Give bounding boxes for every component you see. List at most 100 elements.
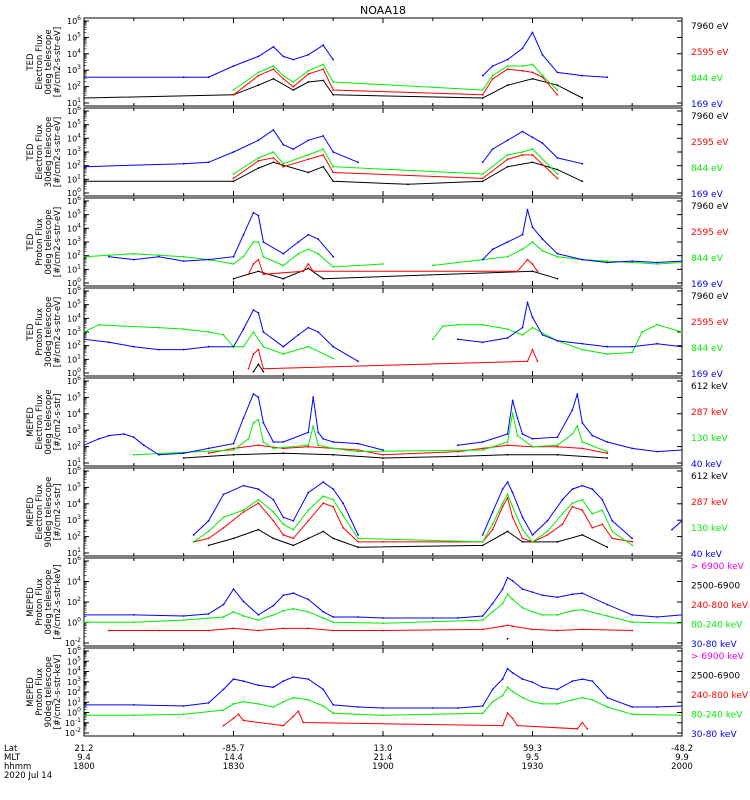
data-point xyxy=(332,171,335,174)
data-point xyxy=(382,622,384,625)
data-point xyxy=(207,544,210,547)
data-point xyxy=(232,627,235,630)
data-point xyxy=(322,610,325,613)
y-tick-label: 106 xyxy=(67,375,81,386)
data-point xyxy=(207,530,210,533)
data-point xyxy=(491,688,494,691)
data-point xyxy=(531,445,534,448)
data-point xyxy=(357,450,359,453)
data-point xyxy=(556,445,559,448)
data-point xyxy=(611,537,614,540)
data-point xyxy=(506,65,509,67)
data-point xyxy=(591,680,594,682)
data-point xyxy=(312,396,315,399)
x-tick-label-lat: 59.3 xyxy=(523,744,542,754)
data-point xyxy=(307,698,310,701)
data-point xyxy=(656,261,658,264)
data-point xyxy=(292,85,295,88)
data-point xyxy=(307,154,310,156)
data-point xyxy=(606,345,609,348)
x-row-label: MLT xyxy=(4,753,21,763)
data-point xyxy=(132,258,135,261)
data-point xyxy=(526,258,529,261)
data-point xyxy=(262,367,265,370)
data-point xyxy=(681,331,682,333)
data-point xyxy=(232,703,235,705)
data-point xyxy=(132,345,135,348)
data-point xyxy=(292,58,295,61)
data-point xyxy=(222,724,225,727)
data-point xyxy=(262,331,265,333)
data-point xyxy=(257,703,260,705)
data-point xyxy=(581,447,584,450)
data-point xyxy=(232,442,235,445)
data-point xyxy=(556,444,559,447)
data-point xyxy=(257,312,260,314)
y-tick-label: 102 xyxy=(67,531,81,542)
data-point xyxy=(222,516,225,519)
data-point xyxy=(207,76,210,79)
data-point xyxy=(561,498,564,501)
data-point xyxy=(491,523,494,526)
data-point xyxy=(272,151,275,153)
data-point xyxy=(481,541,484,543)
data-point xyxy=(521,151,524,153)
legend-entry: 2595 eV xyxy=(691,318,729,328)
data-point xyxy=(506,686,509,689)
data-point xyxy=(606,615,609,617)
data-point xyxy=(232,277,235,280)
y-tick-label: 100 xyxy=(67,367,81,378)
data-point xyxy=(232,447,235,450)
data-point xyxy=(536,360,539,363)
y-tick-label: 105 xyxy=(67,655,81,666)
data-point xyxy=(531,348,534,351)
data-point xyxy=(556,339,559,342)
x-tick-label-hhmm: 1800 xyxy=(73,762,95,772)
data-point xyxy=(556,688,559,691)
legend-entry: 169 eV xyxy=(691,370,724,380)
data-point xyxy=(332,345,335,348)
data-point xyxy=(521,47,524,50)
data-point xyxy=(506,58,509,61)
data-point xyxy=(342,514,344,517)
data-point xyxy=(546,519,549,522)
data-point xyxy=(521,541,524,543)
y-tick-label: 103 xyxy=(67,424,81,435)
data-point xyxy=(357,541,359,543)
series-line-80-240-keV xyxy=(84,593,682,624)
legend-entry: 40 keV xyxy=(691,460,723,470)
data-point xyxy=(516,270,519,273)
data-point xyxy=(232,345,235,348)
x-row-label: 2020 Jul 14 xyxy=(4,771,52,781)
data-point xyxy=(182,457,185,459)
data-point xyxy=(491,74,494,77)
data-point xyxy=(606,706,609,708)
data-point xyxy=(157,453,160,456)
x-tick-label-mlt: 14.4 xyxy=(224,753,243,763)
y-tick-label: 104 xyxy=(67,408,81,419)
y-axis-label-line: Proton Flux xyxy=(35,218,45,266)
data-point xyxy=(506,481,509,483)
data-point xyxy=(262,441,265,443)
data-point xyxy=(322,63,325,66)
data-point xyxy=(282,724,285,727)
data-point xyxy=(521,433,524,435)
data-point xyxy=(357,534,359,536)
y-axis-label-line: 0deg telescope xyxy=(44,389,54,454)
data-point xyxy=(332,165,335,168)
series-group xyxy=(84,129,584,186)
data-point xyxy=(531,161,534,164)
series-line-7960-eV xyxy=(233,267,558,280)
data-point xyxy=(491,602,494,605)
data-point xyxy=(207,161,210,164)
data-point xyxy=(182,615,185,617)
data-point xyxy=(556,255,559,258)
data-point xyxy=(322,135,325,137)
data-point xyxy=(322,165,325,168)
data-point xyxy=(332,537,335,540)
data-point xyxy=(207,331,210,333)
data-point xyxy=(501,502,504,505)
data-point xyxy=(242,484,245,487)
data-point xyxy=(332,629,335,632)
data-point xyxy=(282,516,285,519)
